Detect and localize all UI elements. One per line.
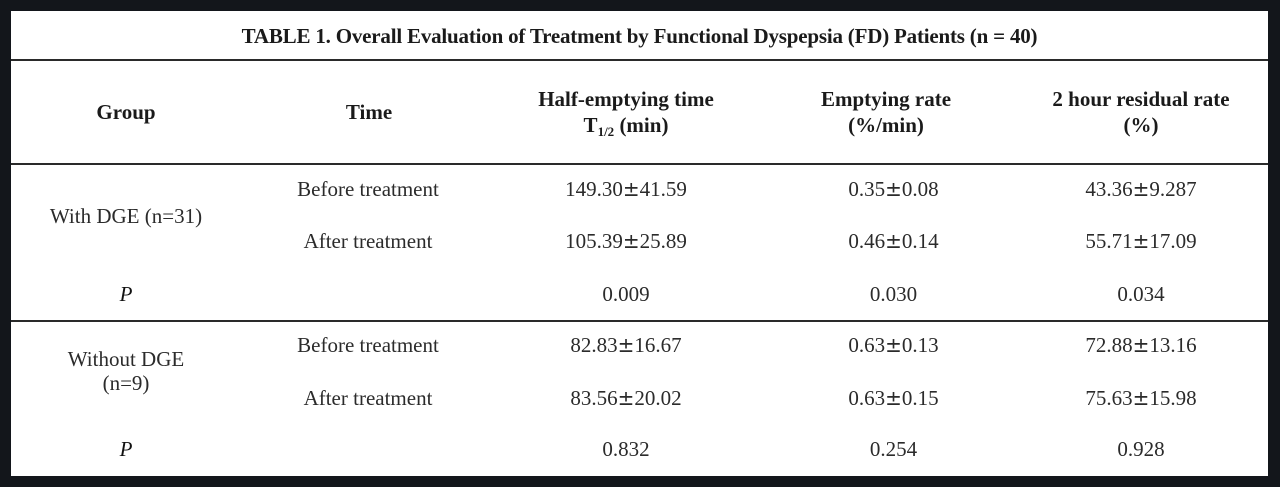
column-header-time: Time: [345, 100, 393, 124]
half-emptying-unit: (min): [614, 113, 669, 137]
p-value-half-emptying: 0.832: [602, 437, 650, 461]
plus-minus: ±: [885, 229, 902, 253]
p-value-emptying-rate: 0.030: [869, 282, 918, 306]
mean-value: 43.36: [1085, 177, 1133, 201]
half-emptying-value: 83.56±20.02: [496, 386, 756, 410]
plus-minus: ±: [885, 386, 902, 410]
title-divider: [11, 59, 1268, 61]
sd-value: 0.15: [901, 386, 939, 410]
sd-value: 25.89: [639, 229, 687, 253]
p-value-residual: 0.928: [1117, 437, 1165, 461]
column-header-residual-rate: 2 hour residual rate (%): [1021, 86, 1261, 138]
mean-value: 72.88: [1085, 333, 1133, 357]
table-title: TABLE 1. Overall Evaluation of Treatment…: [241, 24, 1038, 48]
plus-minus: ±: [622, 229, 640, 253]
sd-value: 0.14: [901, 229, 939, 253]
column-header-half-emptying: Half-emptying time T1/2 (min): [481, 86, 771, 145]
mean-value: 0.63: [848, 386, 886, 410]
column-header-half-emptying-line2: T1/2 (min): [481, 112, 771, 145]
residual-value: 55.71±17.09: [1021, 229, 1261, 253]
sd-value: 0.08: [901, 177, 939, 201]
time-label: Before treatment: [297, 177, 439, 201]
mean-value: 149.30: [565, 177, 623, 201]
emptying-rate-value: 0.63±0.13: [781, 333, 1006, 357]
column-header-half-emptying-line1: Half-emptying time: [538, 87, 714, 111]
p-value-emptying-rate: 0.254: [869, 437, 918, 461]
half-emptying-value: 82.83±16.67: [496, 333, 756, 357]
mean-value: 0.46: [848, 229, 886, 253]
sd-value: 15.98: [1149, 386, 1197, 410]
sd-value: 16.67: [634, 333, 682, 357]
mean-value: 105.39: [565, 229, 623, 253]
plus-minus: ±: [617, 386, 635, 410]
group-divider: [11, 320, 1268, 322]
plus-minus: ±: [1132, 333, 1150, 357]
group-label-without-dge: Without DGE (n=9): [21, 347, 231, 395]
plus-minus: ±: [1132, 386, 1150, 410]
emptying-rate-value: 0.63±0.15: [781, 386, 1006, 410]
group-label-line1: Without DGE: [67, 347, 185, 371]
residual-value: 43.36±9.287: [1021, 177, 1261, 201]
p-label: P: [119, 282, 133, 306]
plus-minus: ±: [885, 333, 902, 357]
emptying-rate-value: 0.46±0.14: [781, 229, 1006, 253]
mean-value: 83.56: [570, 386, 618, 410]
p-value-residual: 0.034: [1117, 282, 1165, 306]
time-label: After treatment: [303, 229, 433, 253]
mean-value: 55.71: [1085, 229, 1133, 253]
plus-minus: ±: [1132, 177, 1150, 201]
emptying-rate-value: 0.35±0.08: [781, 177, 1006, 201]
half-emptying-subscript: 1/2: [597, 124, 615, 139]
column-header-emptying-rate-line1: Emptying rate: [820, 87, 952, 111]
p-value-half-emptying: 0.009: [602, 282, 650, 306]
column-header-emptying-rate: Emptying rate (%/min): [771, 86, 1001, 138]
plus-minus: ±: [617, 333, 635, 357]
sd-value: 20.02: [634, 386, 682, 410]
sd-value: 0.13: [901, 333, 939, 357]
column-header-residual-line1: 2 hour residual rate: [1052, 87, 1230, 111]
residual-value: 72.88±13.16: [1021, 333, 1261, 357]
mean-value: 75.63: [1085, 386, 1133, 410]
mean-value: 0.35: [848, 177, 886, 201]
column-header-group: Group: [96, 100, 156, 124]
sd-value: 13.16: [1149, 333, 1197, 357]
sd-value: 9.287: [1149, 177, 1197, 201]
column-header-residual-line2: (%): [1123, 113, 1159, 137]
mean-value: 0.63: [848, 333, 886, 357]
sd-value: 17.09: [1149, 229, 1197, 253]
residual-value: 75.63±15.98: [1021, 386, 1261, 410]
plus-minus: ±: [622, 177, 640, 201]
half-emptying-t: T: [583, 113, 598, 137]
sd-value: 41.59: [639, 177, 687, 201]
half-emptying-value: 105.39±25.89: [496, 229, 756, 253]
table-frame: TABLE 1. Overall Evaluation of Treatment…: [11, 11, 1268, 476]
half-emptying-value: 149.30±41.59: [496, 177, 756, 201]
column-header-emptying-rate-line2: (%/min): [848, 113, 924, 137]
group-label-line2: (n=9): [102, 371, 150, 395]
mean-value: 82.83: [570, 333, 618, 357]
plus-minus: ±: [1132, 229, 1150, 253]
plus-minus: ±: [885, 177, 902, 201]
p-label: P: [119, 437, 133, 461]
time-label: Before treatment: [297, 333, 439, 357]
group-label-with-dge: With DGE (n=31): [49, 204, 203, 228]
header-divider: [11, 163, 1268, 165]
time-label: After treatment: [303, 386, 433, 410]
